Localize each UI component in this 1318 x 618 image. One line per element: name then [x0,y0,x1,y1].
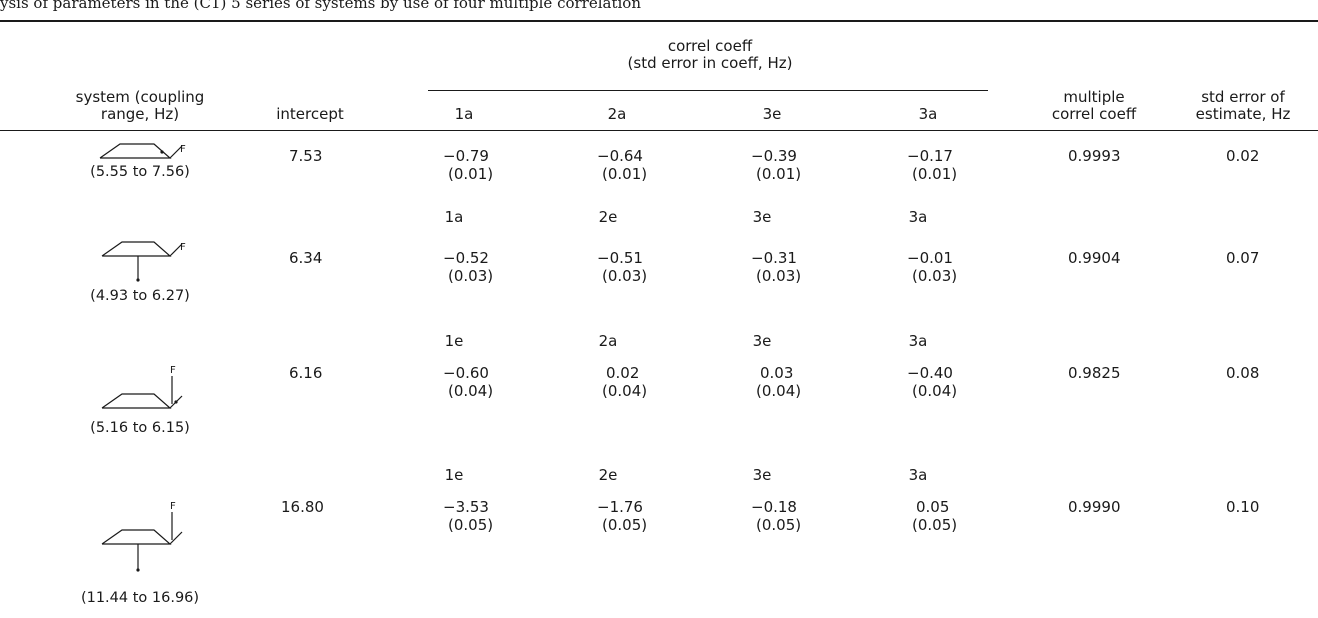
subheader-label: 3a [908,208,928,226]
header-system-line2: range, Hz) [100,105,180,123]
stderr-value: 0.10 [1226,498,1260,516]
fluorine-label: F [170,365,176,376]
stderr-value: 0.08 [1226,364,1260,382]
top-rule [0,20,1318,22]
coeff-value: −0.01 [907,249,953,267]
stderr-value: 0.07 [1226,249,1260,267]
fluorine-label: F [180,144,186,155]
coeff-error: (0.05) [448,516,494,534]
correl-span-rule [428,90,988,91]
header-stderr-line1: std error of [1201,88,1285,106]
coeff-value: −0.64 [597,147,643,165]
header-col-4: 3a [918,105,938,123]
intercept-value: 7.53 [289,147,323,165]
coeff-error: (0.04) [912,382,958,400]
coeff-error: (0.03) [448,267,494,285]
coupling-range: (5.55 to 7.56) [90,164,190,180]
coeff-error: (0.05) [912,516,958,534]
subheader-label: 3a [908,466,928,484]
coupling-range: (4.93 to 6.27) [90,288,190,304]
coupling-range: (11.44 to 16.96) [80,590,200,606]
coeff-value: −0.39 [751,147,797,165]
subheader-label: 1e [444,466,464,484]
coeff-value: 0.03 [760,364,794,382]
coeff-value: −0.79 [443,147,489,165]
coeff-value: −0.17 [907,147,953,165]
subheader-label: 2a [598,332,618,350]
header-correl-line2: (std error in coeff, Hz) [627,54,793,72]
coeff-error: (0.04) [448,382,494,400]
coeff-error: (0.05) [602,516,648,534]
coeff-value: −0.18 [751,498,797,516]
subheader-label: 1a [444,208,464,226]
coeff-error: (0.01) [912,165,958,183]
multiple-correl-value: 0.9904 [1068,249,1121,267]
fluorine-label: F [170,501,176,512]
coupling-range: (5.16 to 6.15) [90,420,190,436]
header-col-2: 2a [607,105,627,123]
multiple-correl-value: 0.9825 [1068,364,1121,382]
subheader-label: 3a [908,332,928,350]
header-correl-line1: correl coeff [667,37,753,55]
coeff-value: −0.60 [443,364,489,382]
coeff-error: (0.04) [756,382,802,400]
intercept-value: 6.34 [289,249,323,267]
molecule-structure-3: F [101,365,183,409]
header-multiple-line2: correl coeff [1051,105,1137,123]
coeff-error: (0.03) [756,267,802,285]
header-col-3: 3e [762,105,782,123]
molecule-structure-4: F [101,501,183,572]
coeff-error: (0.03) [602,267,648,285]
molecule-structure-2: F [101,241,186,282]
multiple-correl-value: 0.9993 [1068,147,1121,165]
subheader-label: 2e [598,208,618,226]
coeff-value: −0.40 [907,364,953,382]
molecule-structure-1: F [99,143,186,159]
coeff-error: (0.01) [756,165,802,183]
coeff-value: −0.51 [597,249,643,267]
coeff-value: −1.76 [597,498,643,516]
coeff-error: (0.01) [448,165,494,183]
multiple-correl-value: 0.9990 [1068,498,1121,516]
header-bottom-rule [0,130,1318,131]
fluorine-label: F [180,242,186,253]
header-intercept: intercept [276,105,344,123]
header-stderr-line2: estimate, Hz [1195,105,1291,123]
stderr-value: 0.02 [1226,147,1260,165]
intercept-value: 16.80 [281,498,324,516]
header-multiple-line1: multiple [1063,88,1125,106]
coeff-value: 0.05 [916,498,950,516]
coeff-value: −3.53 [443,498,489,516]
coeff-value: −0.31 [751,249,797,267]
coeff-value: −0.52 [443,249,489,267]
intercept-value: 6.16 [289,364,323,382]
coeff-error: (0.03) [912,267,958,285]
subheader-label: 3e [752,332,772,350]
subheader-label: 3e [752,466,772,484]
table-caption-fragment: ysis of parameters in the (C1) 5 series … [0,0,641,12]
coeff-error: (0.04) [602,382,648,400]
header-system-line1: system (coupling [75,88,205,106]
coeff-error: (0.01) [602,165,648,183]
header-col-1: 1a [454,105,474,123]
coeff-value: 0.02 [606,364,640,382]
subheader-label: 1e [444,332,464,350]
coeff-error: (0.05) [756,516,802,534]
subheader-label: 3e [752,208,772,226]
subheader-label: 2e [598,466,618,484]
